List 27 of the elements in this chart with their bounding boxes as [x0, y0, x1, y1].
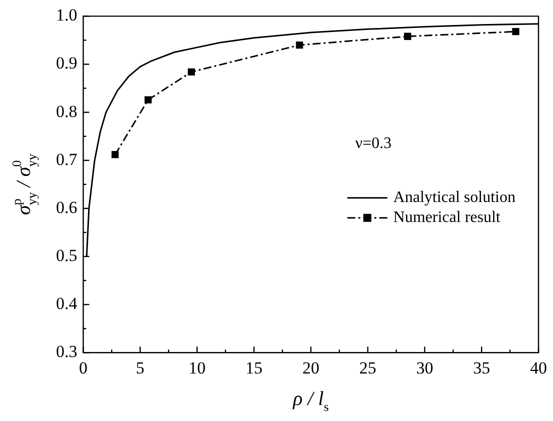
point: [296, 41, 304, 49]
y-tick-label: 1.0: [56, 6, 78, 25]
y-tick-label: 0.7: [56, 150, 78, 169]
point: [188, 68, 195, 76]
legend-label: Numerical result: [393, 209, 501, 226]
x-tick-label: 35: [473, 358, 490, 378]
x-tick-label: 30: [416, 358, 434, 378]
x-tick-label: 25: [359, 358, 376, 378]
x-tick-label: 40: [530, 358, 547, 378]
point: [404, 32, 412, 40]
point: [512, 28, 520, 36]
point: [112, 151, 119, 158]
y-tick-label: 0.5: [56, 246, 78, 265]
y-tick-label: 0.9: [56, 54, 78, 73]
y-tick-label: 0.4: [56, 294, 78, 314]
point: [144, 96, 152, 104]
y-tick-label: 0.6: [56, 198, 78, 217]
y-tick-label: 0.3: [56, 342, 78, 362]
legend-label: Analytical solution: [393, 189, 516, 206]
x-tick-label: 0: [79, 358, 88, 378]
y-axis-title: σpyy / σ0yy: [9, 153, 39, 216]
x-tick-label: 10: [188, 358, 206, 378]
x-tick-label: 20: [302, 358, 320, 378]
annotation: ν=0.3: [355, 135, 392, 152]
y-tick-label: 0.8: [56, 102, 78, 121]
x-tick-label: 5: [136, 358, 144, 378]
x-tick-label: 15: [245, 358, 262, 378]
